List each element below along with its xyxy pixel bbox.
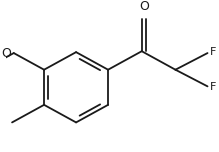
Text: F: F bbox=[209, 82, 216, 92]
Text: O: O bbox=[139, 0, 149, 13]
Text: O: O bbox=[1, 47, 11, 60]
Text: F: F bbox=[209, 47, 216, 57]
